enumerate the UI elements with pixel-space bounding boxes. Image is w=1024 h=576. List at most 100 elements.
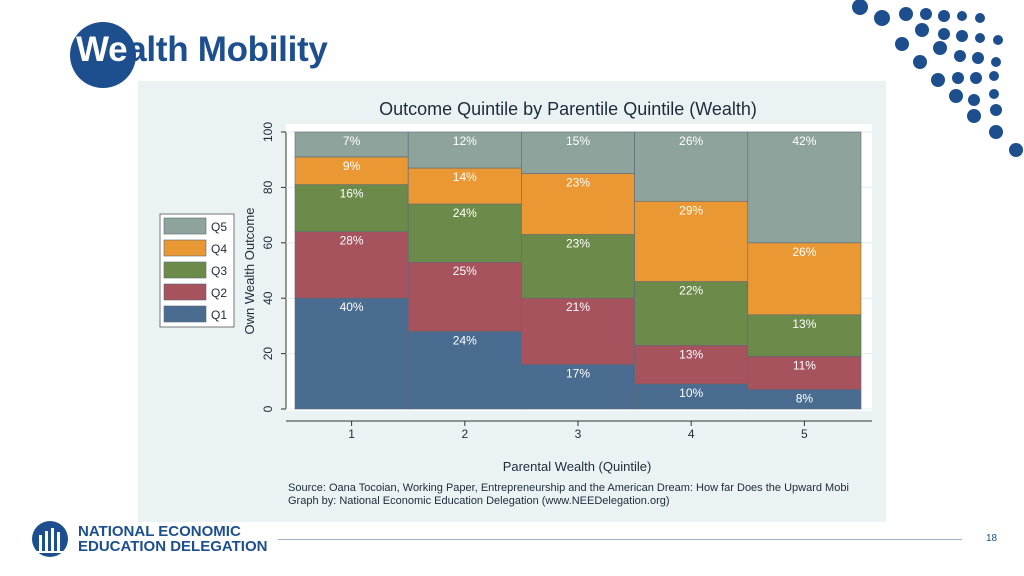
bar-segment-q2 (747, 356, 862, 390)
data-label: 7% (343, 134, 361, 148)
decorative-dot (957, 11, 967, 21)
y-tick-label: 0 (261, 405, 275, 412)
bar-segment-q5 (747, 131, 862, 244)
title-highlight-text: We (76, 30, 128, 69)
data-label: 25% (453, 264, 477, 278)
decorative-dot (968, 94, 980, 106)
data-label: 23% (566, 176, 590, 190)
bar-segment-q1 (294, 297, 409, 410)
data-label: 11% (793, 358, 816, 372)
decorative-dot (852, 0, 868, 15)
bar-segment-q3 (634, 281, 749, 346)
data-label: 14% (453, 170, 477, 184)
decorative-dot (874, 10, 890, 26)
org-name-line1: NATIONAL ECONOMIC (78, 523, 241, 540)
footer-divider (278, 539, 962, 540)
data-label: 16% (340, 187, 364, 201)
decorative-dot (991, 57, 1001, 67)
decorative-dot (920, 8, 932, 20)
y-tick-label: 80 (261, 180, 275, 194)
data-label: 22% (679, 284, 703, 298)
need-logo-icon (32, 521, 68, 557)
y-tick-label: 40 (261, 291, 275, 305)
credit-note: Graph by: National Economic Education De… (288, 495, 670, 507)
legend-swatch-q2 (163, 283, 207, 301)
bar-segment-q2 (407, 261, 522, 332)
x-tick-label: 5 (801, 427, 808, 441)
bar-segment-q5 (521, 131, 635, 174)
data-label: 15% (566, 134, 590, 148)
stacked-bar-chart: Outcome Quintile by Parentile Quintile (… (159, 99, 872, 507)
chart-title: Outcome Quintile by Parentile Quintile (… (379, 99, 757, 119)
legend-swatch-q1 (163, 305, 207, 323)
data-label: 24% (453, 206, 477, 220)
bar-segment-q5 (634, 131, 749, 202)
legend-label: Q1 (211, 308, 227, 322)
bar-segment-q4 (634, 200, 749, 282)
legend-label: Q2 (211, 286, 227, 300)
y-tick-label: 20 (261, 347, 275, 361)
data-label: 12% (453, 134, 477, 148)
decorative-dots (852, 0, 1023, 157)
legend-label: Q5 (211, 220, 227, 234)
bar-segment-q3 (407, 203, 522, 263)
data-label: 21% (566, 300, 590, 314)
decorative-dot (895, 37, 909, 51)
decorative-dot (931, 73, 945, 87)
decorative-dot (1009, 143, 1023, 157)
y-tick-label: 60 (261, 236, 275, 250)
slide-title: Wealth Mobility (76, 30, 328, 69)
decorative-dot (954, 50, 966, 62)
org-name-line2: EDUCATION DELEGATION (78, 538, 268, 555)
decorative-dot (899, 7, 913, 21)
legend-label: Q3 (211, 264, 227, 278)
bar-segment-q5 (294, 131, 409, 158)
source-note: Source: Oana Tocoian, Working Paper, Ent… (288, 482, 849, 494)
decorative-dot (975, 13, 985, 23)
org-name: NATIONAL ECONOMIC EDUCATION DELEGATION (78, 524, 267, 554)
decorative-dot (975, 33, 985, 43)
data-label: 8% (796, 392, 814, 406)
decorative-dot (915, 23, 929, 37)
x-tick-label: 1 (348, 427, 355, 441)
decorative-dot (989, 125, 1003, 139)
data-label: 10% (679, 386, 703, 400)
data-label: 24% (453, 333, 477, 347)
bar-segment-q3 (294, 184, 409, 233)
y-tick-label: 100 (261, 122, 275, 142)
data-label: 26% (679, 134, 703, 148)
decorative-dot (993, 35, 1003, 45)
x-tick-label: 3 (575, 427, 582, 441)
decorative-dot (938, 10, 950, 22)
decorative-dot (970, 72, 982, 84)
title-circle-overlay: We (70, 22, 136, 88)
data-label: 9% (343, 159, 361, 173)
bar-segment-q1 (407, 331, 522, 410)
data-label: 17% (566, 367, 590, 381)
data-label: 23% (566, 236, 590, 250)
bar-segment-q4 (407, 167, 522, 205)
data-label: 28% (340, 234, 364, 248)
data-label: 42% (792, 134, 816, 148)
data-label: 13% (679, 347, 703, 361)
decorative-dot (967, 109, 981, 123)
decorative-dot (989, 89, 999, 99)
legend-swatch-q4 (163, 239, 207, 257)
legend-swatch-q3 (163, 261, 207, 279)
bar-segment-q4 (521, 173, 635, 235)
data-label: 40% (340, 300, 364, 314)
decorative-dot (956, 30, 968, 42)
data-label: 26% (792, 245, 816, 259)
decorative-dot (949, 89, 963, 103)
chart-figure: Outcome Quintile by Parentile Quintile (… (138, 81, 886, 522)
y-axis-label: Own Wealth Outcome (242, 208, 257, 335)
bar-segment-q4 (747, 242, 862, 316)
decorative-dot (989, 71, 999, 81)
bar-segment-q4 (294, 156, 409, 185)
x-axis-label: Parental Wealth (Quintile) (503, 459, 652, 474)
decorative-dot (972, 52, 984, 64)
page-number: 18 (986, 533, 998, 544)
legend-label: Q4 (211, 242, 227, 256)
bar-segment-q2 (294, 231, 409, 299)
decorative-dot (913, 55, 927, 69)
